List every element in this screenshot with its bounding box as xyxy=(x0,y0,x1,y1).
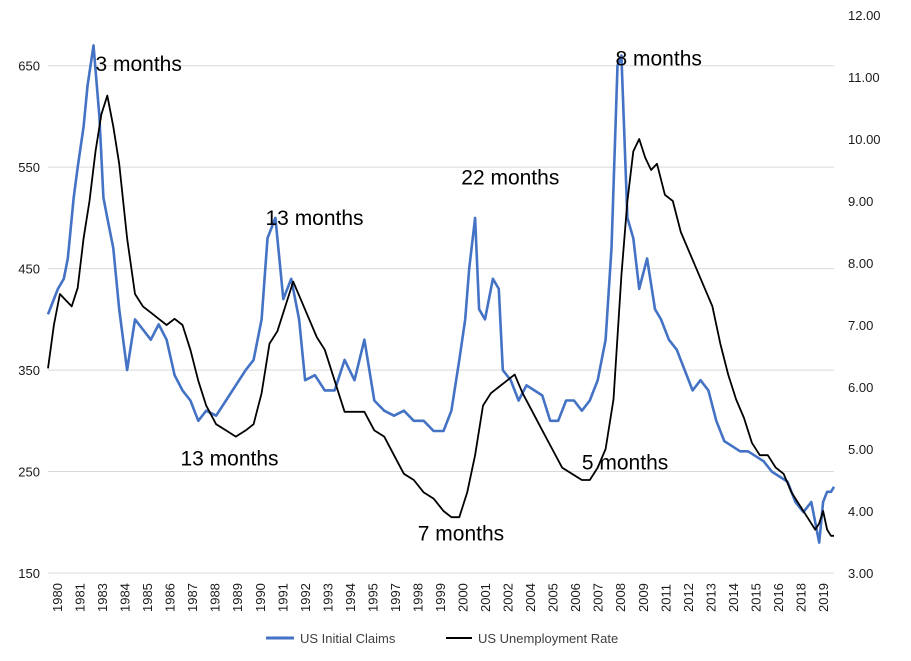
x-tick-label: 2019 xyxy=(816,583,831,612)
annotation-label: 13 months xyxy=(180,447,278,470)
right-tick-label: 7.00 xyxy=(848,318,873,333)
right-tick-label: 6.00 xyxy=(848,380,873,395)
left-tick-label: 150 xyxy=(18,566,40,581)
series-layer xyxy=(46,44,836,544)
x-tick-label: 2018 xyxy=(793,583,808,612)
right-tick-label: 10.00 xyxy=(848,132,881,147)
legend-label-initial-claims: US Initial Claims xyxy=(300,631,396,646)
series-line-initial-claims xyxy=(46,44,836,544)
x-axis-ticks: 1980 1981 1983 1984 1985 1986 1987 1988 1989 1990… xyxy=(50,583,831,612)
right-tick-label: 11.00 xyxy=(848,70,880,85)
x-tick-label: 2013 xyxy=(703,583,718,612)
x-tick-label: 1984 xyxy=(118,583,133,612)
x-tick-label: 2001 xyxy=(478,583,493,612)
x-tick-label: 2005 xyxy=(546,583,561,612)
x-tick-label: 1989 xyxy=(230,583,245,612)
x-tick-label: 2002 xyxy=(501,583,516,612)
x-tick-label: 1986 xyxy=(163,583,178,612)
x-tick-label: 2009 xyxy=(636,583,651,612)
x-tick-label: 2006 xyxy=(568,583,583,612)
series-line-unemployment-rate xyxy=(47,94,834,537)
right-tick-label: 12.00 xyxy=(848,8,881,23)
annotation-label: 8 months xyxy=(616,48,702,71)
x-tick-label: 1998 xyxy=(410,583,425,612)
gridlines xyxy=(48,65,834,574)
right-tick-label: 9.00 xyxy=(848,194,873,209)
x-tick-label: 1999 xyxy=(433,583,448,612)
annotation-label: 22 months xyxy=(461,166,559,189)
x-tick-label: 1994 xyxy=(343,583,358,612)
right-tick-label: 5.00 xyxy=(848,442,873,457)
left-tick-label: 250 xyxy=(18,465,40,480)
x-tick-label: 2015 xyxy=(748,583,763,612)
left-tick-label: 650 xyxy=(18,59,40,74)
x-tick-label: 2014 xyxy=(726,583,741,612)
x-tick-label: 2007 xyxy=(591,583,606,612)
x-tick-label: 1985 xyxy=(140,583,155,612)
x-tick-label: 1993 xyxy=(320,583,335,612)
x-tick-label: 2016 xyxy=(771,583,786,612)
x-tick-label: 2000 xyxy=(456,583,471,612)
annotation-label: 5 months xyxy=(582,452,668,475)
x-tick-label: 1983 xyxy=(95,583,110,612)
left-tick-label: 350 xyxy=(18,363,40,378)
right-axis-ticks: 3.00 4.00 5.00 6.00 7.00 8.00 9.00 10.00 11.00 12… xyxy=(848,8,881,581)
x-tick-label: 1987 xyxy=(185,583,200,612)
annotations: 3 months 13 months 22 months 8 months 13 mon… xyxy=(95,48,701,546)
x-tick-label: 2004 xyxy=(523,583,538,612)
x-tick-label: 1995 xyxy=(365,583,380,612)
right-tick-label: 3.00 xyxy=(848,566,873,581)
x-tick-label: 1991 xyxy=(275,583,290,612)
annotation-label: 13 months xyxy=(266,207,364,230)
left-tick-label: 450 xyxy=(18,262,40,277)
left-tick-label: 550 xyxy=(18,160,40,175)
x-tick-label: 2008 xyxy=(613,583,628,612)
x-tick-label: 1992 xyxy=(298,583,313,612)
right-tick-label: 4.00 xyxy=(848,504,873,519)
left-axis-ticks: 150 250 350 450 550 650 xyxy=(18,59,40,581)
right-tick-label: 8.00 xyxy=(848,256,873,271)
x-tick-label: 1997 xyxy=(388,583,403,612)
x-tick-label: 1980 xyxy=(50,583,65,612)
annotation-label: 7 months xyxy=(418,523,504,546)
legend-label-unemployment-rate: US Unemployment Rate xyxy=(478,631,618,646)
x-tick-label: 1988 xyxy=(208,583,223,612)
x-tick-label: 1990 xyxy=(253,583,268,612)
annotation-label: 3 months xyxy=(95,53,181,76)
x-tick-label: 2012 xyxy=(681,583,696,612)
x-tick-label: 2011 xyxy=(658,584,673,612)
legend: US Initial Claims US Unemployment Rate xyxy=(266,631,618,646)
x-tick-label: 1981 xyxy=(73,583,88,612)
